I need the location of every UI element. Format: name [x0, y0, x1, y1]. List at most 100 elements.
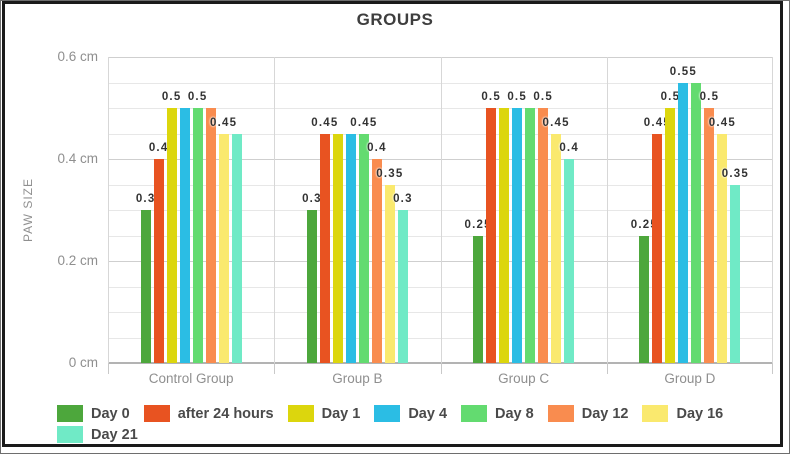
y-tick-label: 0 cm — [68, 355, 98, 370]
bar-value-label: 0.5 — [161, 91, 182, 103]
bar-after-24-hours — [319, 133, 330, 363]
legend-item-day-12: Day 12 — [547, 405, 629, 422]
bar-value-label: 0.35 — [376, 167, 404, 180]
bar-value-label: 0.5 — [699, 91, 720, 103]
bar-day-1 — [499, 108, 510, 363]
bar-value-label: 0.45 — [542, 116, 570, 129]
bar-value-label: 0.3 — [135, 193, 156, 205]
legend-item-day-0: Day 0 — [57, 405, 130, 422]
y-tick-label: 0.2 cm — [57, 253, 98, 268]
legend-swatch — [547, 405, 574, 422]
plot-left-border — [108, 57, 109, 363]
legend-swatch — [57, 426, 83, 443]
bar-day-4 — [179, 108, 190, 363]
bar-after-24-hours — [652, 133, 663, 363]
y-tick-label: 0.6 cm — [57, 49, 98, 64]
legend-label: Day 16 — [676, 405, 724, 422]
bar-value-label: 0.45 — [311, 116, 339, 129]
bar-value-label: 0.4 — [367, 142, 387, 154]
bar-value-label: 0.3 — [393, 193, 413, 205]
legend-label: Day 1 — [321, 405, 361, 422]
bar-day-4 — [345, 133, 356, 363]
axis-tick — [108, 363, 109, 374]
legend-item-after-24-hours: after 24 hours — [143, 405, 274, 422]
bar-day-8 — [192, 108, 203, 363]
bar-day-12 — [538, 108, 549, 363]
bar-after-24-hours — [153, 159, 164, 363]
legend-row-2: Day 21 — [57, 426, 138, 443]
legend-swatch — [143, 405, 170, 422]
bar-day-16 — [717, 133, 728, 363]
bar-day-0 — [473, 235, 484, 363]
bar-value-label: 0.3 — [302, 193, 322, 205]
bar-value-label: 0.35 — [721, 167, 749, 180]
bar-value-label: 0.5 — [187, 91, 208, 103]
bar-day-1 — [332, 133, 343, 363]
plot-area: 0.3 0.4 0.5 0.5 0.45 0.3 0.45 0.45 0.4 0.35 0.3 0.2… — [108, 57, 773, 374]
bar-day-16 — [551, 133, 562, 363]
axis-tick — [606, 363, 608, 374]
bar-value-label: 0.5 — [481, 91, 501, 103]
bar-day-12 — [205, 108, 216, 363]
category-label: Group B — [332, 371, 383, 386]
bar-day-4 — [678, 82, 689, 363]
bar-value-label: 0.5 — [507, 91, 527, 103]
legend-swatch — [57, 405, 83, 422]
bar-day-0 — [639, 235, 650, 363]
bar-day-16 — [384, 184, 395, 363]
bar-value-label: 0.25 — [464, 218, 492, 231]
category-label: Group D — [664, 371, 716, 386]
bar-day-12 — [704, 108, 715, 363]
y-axis-title-text: PAW SIZE — [21, 177, 36, 243]
bar-day-21 — [397, 210, 408, 363]
bar-day-1 — [166, 108, 177, 363]
bar-value-label: 0.5 — [660, 91, 681, 103]
legend-label: Day 8 — [495, 405, 534, 422]
bar-value-label: 0.4 — [148, 142, 169, 154]
bar-value-label: 0.45 — [350, 116, 378, 129]
axis-tick — [440, 363, 442, 374]
legend-item-day-8: Day 8 — [461, 405, 534, 422]
legend-item-day-1: Day 1 — [287, 405, 361, 422]
bar-day-0 — [306, 210, 317, 363]
legend-label: Day 4 — [408, 405, 448, 422]
bar-day-21 — [231, 133, 242, 363]
bar-day-8 — [358, 133, 369, 363]
legend-swatch — [374, 405, 401, 422]
bar-day-4 — [512, 108, 523, 363]
legend-swatch — [287, 405, 314, 422]
bar-after-24-hours — [486, 108, 497, 363]
legend-item-day-21: Day 21 — [57, 426, 138, 443]
bar-day-21 — [564, 159, 575, 363]
panel-separator — [606, 57, 608, 363]
bar-day-12 — [371, 159, 382, 363]
legend-swatch — [642, 405, 669, 422]
legend-label: Day 12 — [581, 405, 629, 422]
legend-row-1: Day 0 after 24 hours Day 1 Day 4 Day 8 Day 12… — [57, 405, 723, 422]
legend-label: Day 21 — [91, 426, 138, 443]
bar-value-label: 0.45 — [643, 116, 671, 129]
axis-tick — [772, 363, 773, 374]
bar-day-8 — [691, 82, 702, 363]
bar-value-label: 0.45 — [708, 116, 736, 129]
bar-value-label: 0.5 — [533, 91, 553, 103]
category-label: Control Group — [148, 371, 234, 386]
legend-label: Day 0 — [91, 405, 130, 422]
axis-tick — [274, 363, 276, 374]
bar-value-label: 0.4 — [559, 142, 579, 154]
panel-separator — [440, 57, 442, 363]
bar-day-16 — [218, 133, 229, 363]
legend-item-day-4: Day 4 — [374, 405, 447, 422]
legend-item-day-16: Day 16 — [642, 405, 723, 422]
bar-day-21 — [730, 184, 741, 363]
y-tick-label: 0.4 cm — [57, 151, 98, 166]
panel-separator — [274, 57, 276, 363]
chart-title: GROUPS — [356, 10, 434, 29]
legend-label: after 24 hours — [177, 405, 274, 422]
bar-day-1 — [665, 108, 676, 363]
bar-value-label: 0.55 — [669, 65, 697, 78]
bar-day-0 — [140, 210, 151, 363]
legend-swatch — [461, 405, 488, 422]
bar-value-label: 0.45 — [210, 116, 238, 129]
